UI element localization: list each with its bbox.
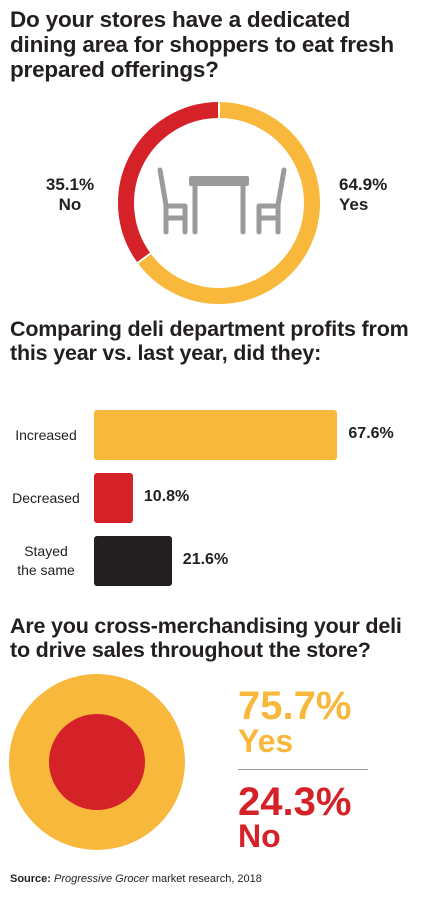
q1-no-value: 35.1% xyxy=(45,175,95,194)
bar-category-label: Decreased xyxy=(12,489,80,506)
q1-slice-no xyxy=(118,102,219,263)
q3-divider xyxy=(238,769,368,770)
q1-yes-label: 64.9% Yes xyxy=(339,175,409,216)
q3-no-name: No xyxy=(238,818,281,854)
q2-title: Comparing deli department profits from t… xyxy=(10,317,409,366)
source-publication: Progressive Grocer xyxy=(54,873,149,885)
bar-decreased xyxy=(94,473,133,523)
bar-value-label: 21.6% xyxy=(182,551,229,568)
bar-value-label: 10.8% xyxy=(143,488,190,505)
q3-no-circle xyxy=(49,714,145,810)
q1-no-name: No xyxy=(58,195,82,215)
q1-no-label: 35.1% No xyxy=(38,175,102,216)
bar-stayed-the-same xyxy=(94,536,172,586)
q1-donut-chart xyxy=(118,102,320,304)
q3-no-value: 24.3% xyxy=(238,780,352,824)
q3-title: Are you cross-merchandising your deli to… xyxy=(10,614,402,663)
q1-slice-yes xyxy=(138,102,320,304)
bar-value-label: 67.6% xyxy=(348,425,394,442)
bar-category-label: Increased xyxy=(15,426,77,443)
bar-category-label: Stayed the same xyxy=(17,543,75,578)
q1-yes-value: 64.9% xyxy=(339,175,388,194)
source-note: Source: Progressive Grocer market resear… xyxy=(10,873,262,885)
q3-yes-value: 75.7% xyxy=(238,684,352,728)
dining-table-chairs-icon xyxy=(157,167,287,235)
source-rest: market research, 2018 xyxy=(148,873,262,885)
bar-increased xyxy=(94,410,338,460)
q1-yes-name: Yes xyxy=(339,195,369,215)
source-label: Source: xyxy=(10,873,51,885)
q1-title: Do your stores have a dedicated dining a… xyxy=(10,7,394,83)
q3-yes-name: Yes xyxy=(238,723,294,759)
